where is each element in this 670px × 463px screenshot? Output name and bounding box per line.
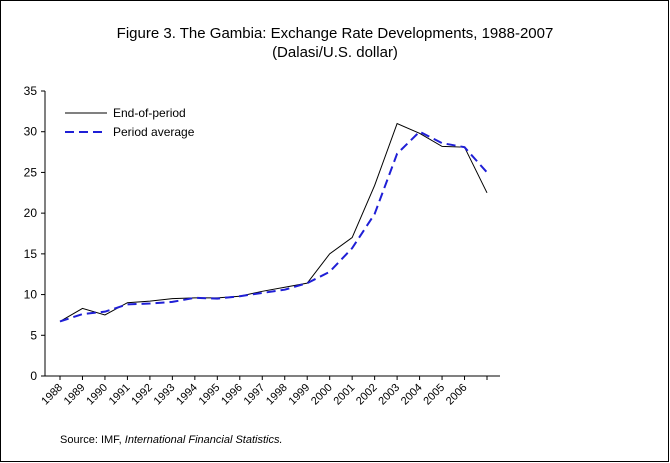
line-series <box>59 122 488 322</box>
source-text: Source: IMF, <box>60 434 125 446</box>
chart-title: Figure 3. The Gambia: Exchange Rate Deve… <box>117 25 554 42</box>
y-tick-label: 20 <box>24 206 38 220</box>
y-tick-label: 10 <box>24 288 38 302</box>
line-series <box>59 130 488 323</box>
source-note: Source: IMF, International Financial Sta… <box>60 434 283 446</box>
chart-subtitle: (Dalasi/U.S. dollar) <box>272 44 398 61</box>
y-tick-label: 5 <box>30 328 37 342</box>
y-tick-label: 0 <box>30 369 37 383</box>
y-tick-label: 25 <box>24 165 38 179</box>
y-tick-label: 35 <box>24 84 38 98</box>
y-tick-label: 30 <box>24 125 38 139</box>
legend-label: End-of-period <box>113 106 186 120</box>
legend-label: Period average <box>113 125 195 139</box>
y-tick-label: 15 <box>24 247 38 261</box>
source-title: International Financial Statistics. <box>125 434 283 446</box>
